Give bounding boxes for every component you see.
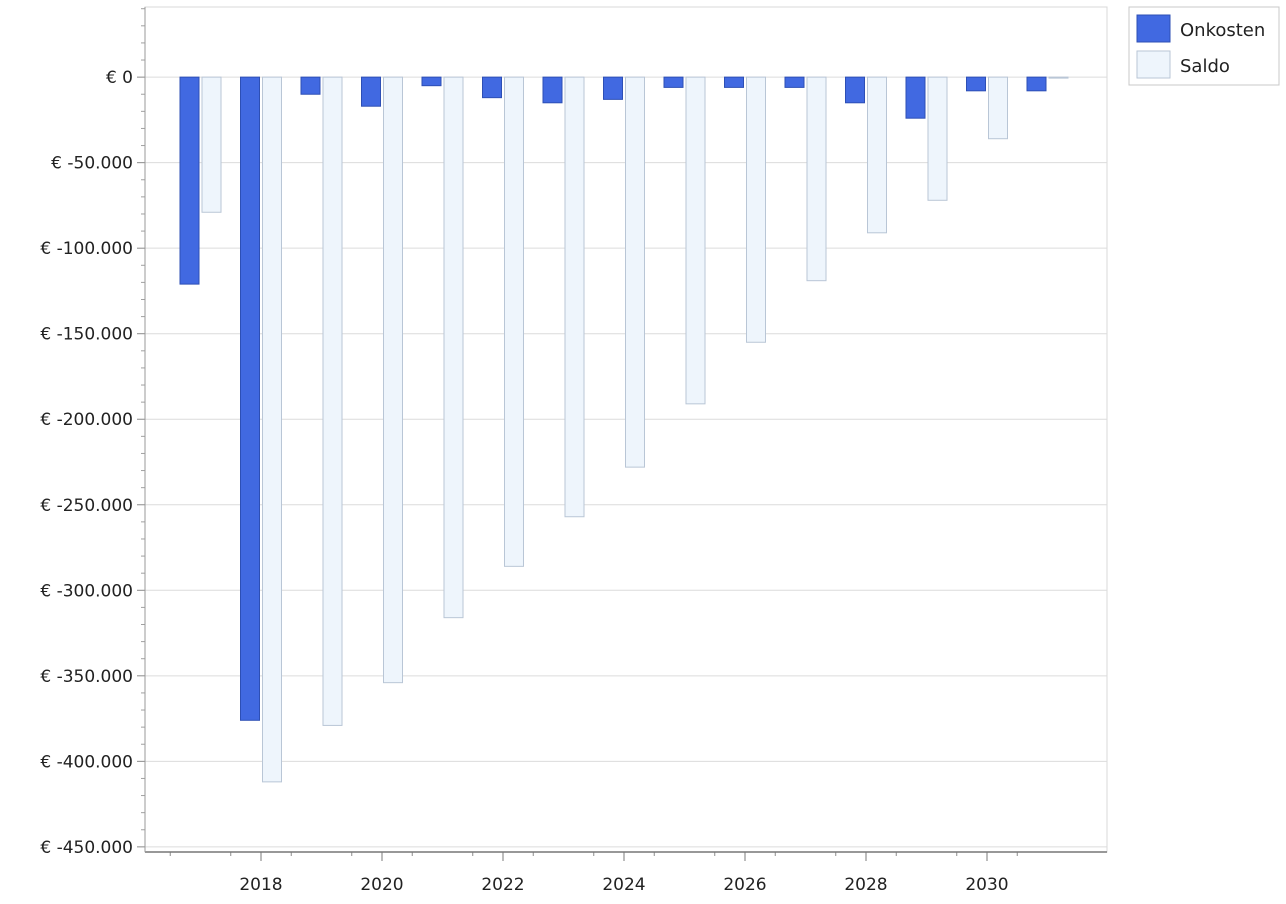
bar-saldo-2031	[1048, 76, 1069, 79]
x-tick-label: 2018	[239, 875, 282, 895]
x-tick-label: 2026	[723, 875, 766, 895]
x-axis: 2018 2020 2022 2024 2026 2028 2030	[169, 852, 1018, 895]
bar-saldo-2026	[746, 76, 766, 343]
bar-saldo-2025	[685, 76, 706, 405]
bar-onkosten-2019	[300, 76, 321, 95]
y-axis: € 0 € -50.000 € -100.000 € -150.000 € -200.0…	[40, 8, 145, 858]
bar-saldo-2030	[988, 76, 1008, 140]
y-tick-label: € -350.000	[40, 667, 133, 687]
bar-onkosten-2020	[361, 76, 381, 107]
bars	[179, 76, 1069, 783]
bar-saldo-2029	[927, 76, 948, 201]
bar-onkosten-2021	[421, 76, 442, 87]
y-tick-label: € -450.000	[40, 838, 133, 858]
y-tick-label: € -400.000	[40, 752, 133, 772]
y-tick-label: € -50.000	[51, 154, 133, 174]
bar-onkosten-2018	[240, 76, 260, 721]
bar-saldo-2021	[443, 76, 464, 619]
legend-swatch-onkosten	[1136, 14, 1171, 43]
bar-saldo-2023	[564, 76, 585, 518]
legend-label-saldo: Saldo	[1180, 56, 1230, 77]
bar-onkosten-2026	[724, 76, 744, 88]
y-tick-label: € -250.000	[40, 496, 133, 516]
y-tick-label: € -100.000	[40, 239, 133, 259]
legend-label-onkosten: Onkosten	[1180, 20, 1265, 41]
bar-onkosten-2025	[663, 76, 684, 88]
bar-saldo-2024	[625, 76, 645, 468]
bar-onkosten-2023	[542, 76, 563, 104]
bar-saldo-2018	[262, 76, 282, 783]
bar-saldo-2028	[867, 76, 887, 234]
bar-saldo-2020	[383, 76, 403, 684]
bar-onkosten-2017	[179, 76, 200, 285]
y-tick-label: € -300.000	[40, 581, 133, 601]
y-tick-label: € -200.000	[40, 410, 133, 430]
x-tick-label: 2030	[965, 875, 1008, 895]
y-tick-label: € -150.000	[40, 325, 133, 345]
bar-onkosten-2027	[784, 76, 805, 88]
bar-onkosten-2022	[482, 76, 502, 99]
y-tick-label: € 0	[106, 68, 133, 88]
x-tick-label: 2024	[602, 875, 645, 895]
x-tick-label: 2022	[481, 875, 524, 895]
x-tick-label: 2020	[360, 875, 403, 895]
bar-onkosten-2024	[603, 76, 623, 100]
bar-onkosten-2029	[905, 76, 926, 119]
bar-saldo-2019	[322, 76, 343, 726]
bar-onkosten-2028	[845, 76, 865, 104]
legend-swatch-saldo	[1136, 50, 1171, 79]
legend: Onkosten Saldo	[1128, 6, 1280, 86]
bar-saldo-2017	[201, 76, 222, 213]
bar-onkosten-2030	[966, 76, 986, 92]
bar-saldo-2027	[806, 76, 827, 282]
bar-onkosten-2031	[1026, 76, 1047, 92]
bar-saldo-2022	[504, 76, 524, 567]
x-tick-label: 2028	[844, 875, 887, 895]
